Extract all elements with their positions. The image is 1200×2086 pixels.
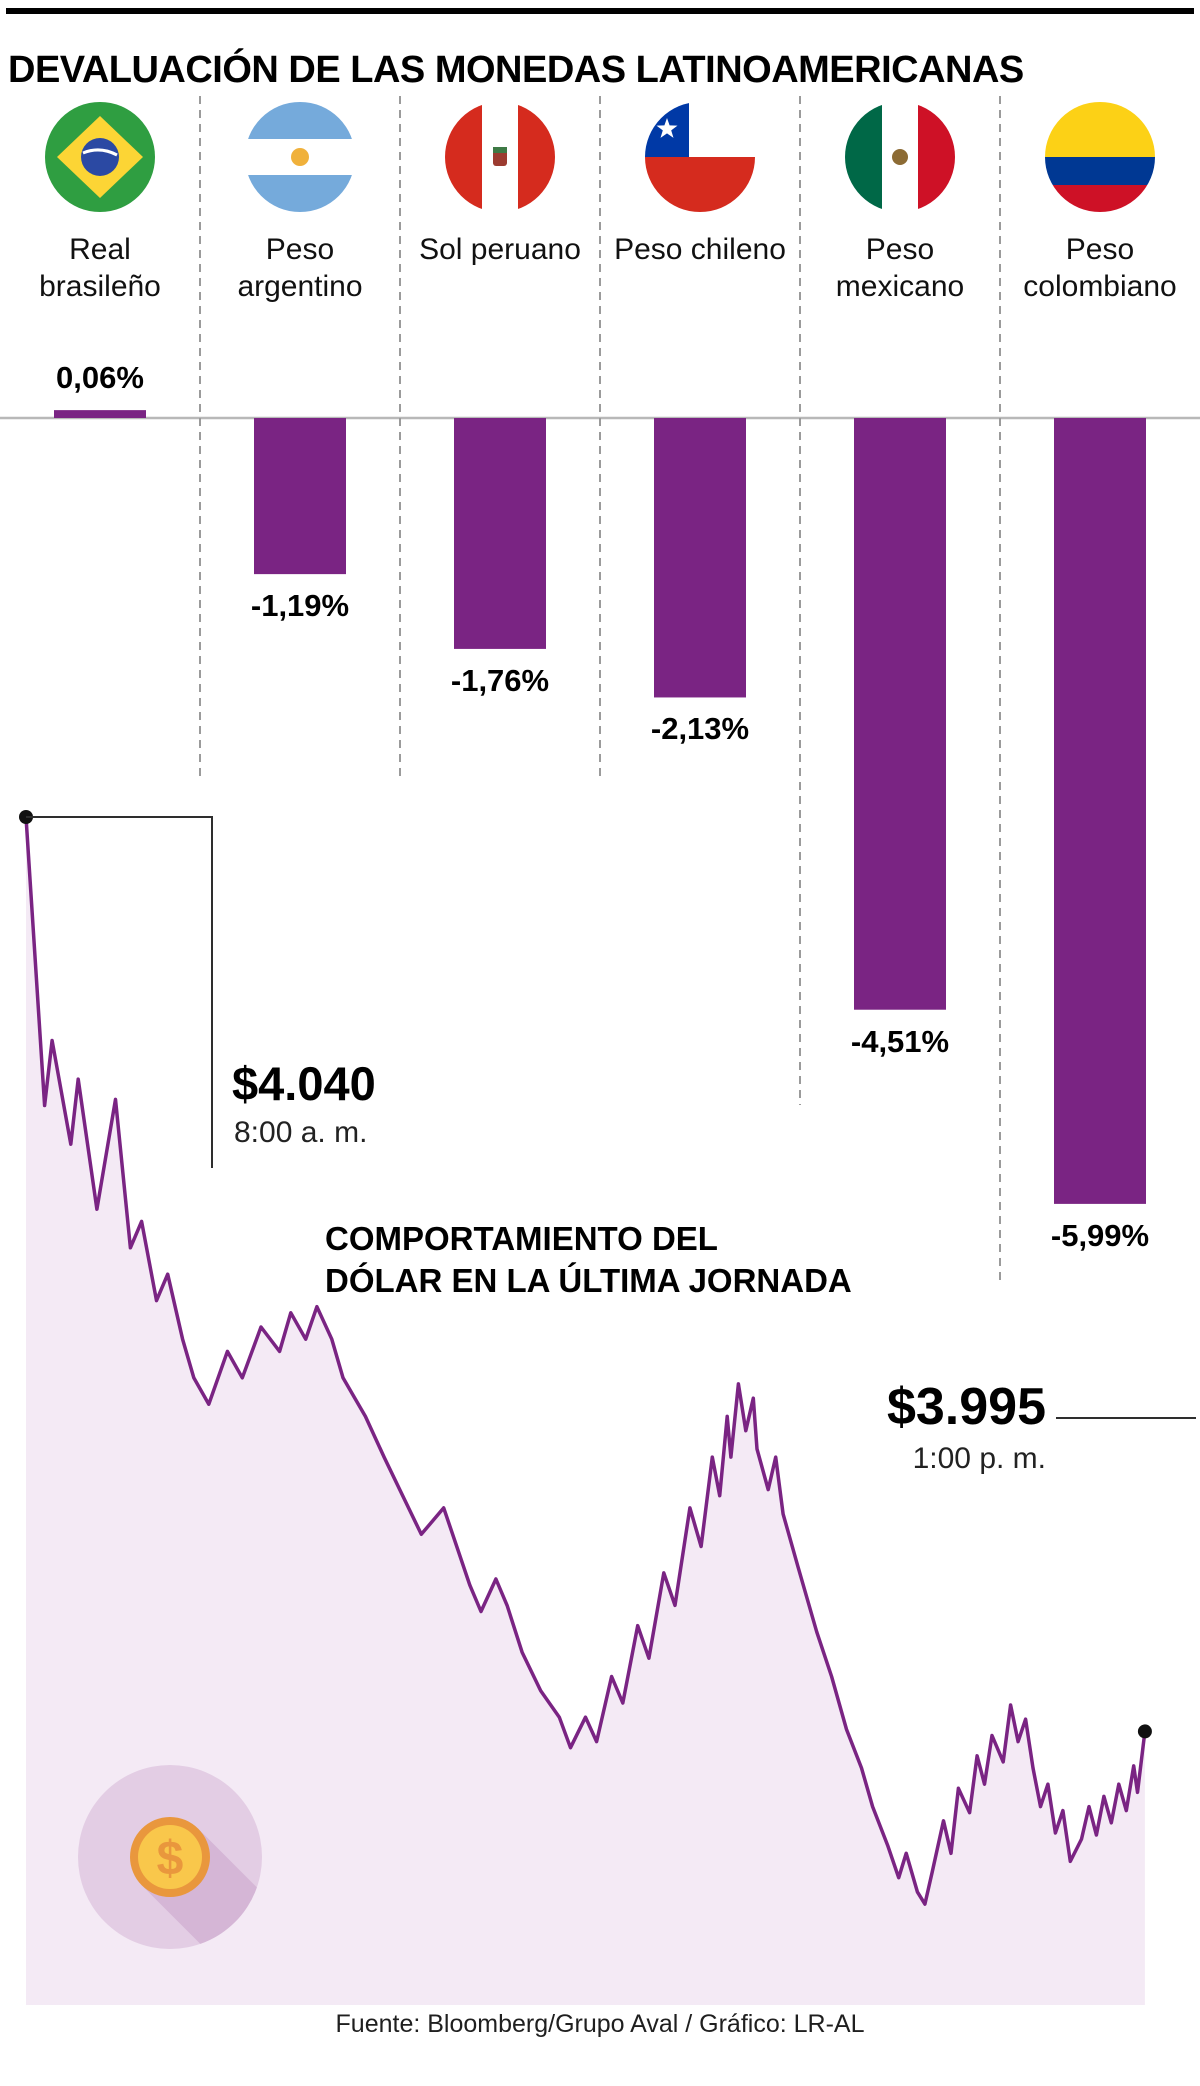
chile-flag-icon bbox=[645, 102, 755, 212]
start-time-label: 8:00 a. m. bbox=[234, 1116, 368, 1149]
currency-column-peru: Sol peruano bbox=[400, 102, 600, 268]
currency-column-brazil: Real brasileño bbox=[0, 102, 200, 305]
start-value-label: $4.040 bbox=[232, 1057, 376, 1110]
mexico-flag-icon bbox=[845, 102, 955, 212]
bar-value-label: -1,19% bbox=[250, 588, 350, 624]
bar-value-label: -1,76% bbox=[450, 662, 550, 698]
currency-column-chile: Peso chileno bbox=[600, 102, 800, 268]
series-end-dot bbox=[1137, 1724, 1152, 1739]
line-chart-title: COMPORTAMIENTO DEL DÓLAR EN LA ÚLTIMA JO… bbox=[325, 1218, 852, 1302]
devaluation-bar-chile bbox=[654, 418, 746, 698]
end-value-label: $3.995 bbox=[886, 1378, 1046, 1436]
devaluation-bar-mexico bbox=[854, 418, 946, 1010]
currency-column-mexico: Peso mexicano bbox=[800, 102, 1000, 305]
dollar-area bbox=[26, 817, 1145, 2005]
devaluation-bar-argentina bbox=[254, 418, 346, 575]
bar-value-label: -2,13% bbox=[650, 711, 750, 747]
bar-value-label: -4,51% bbox=[850, 1023, 950, 1059]
currency-column-argentina: Peso argentino bbox=[200, 102, 400, 305]
currency-column-colombia: Peso colombiano bbox=[1000, 102, 1200, 305]
coin-face bbox=[138, 1825, 202, 1889]
devaluation-bar-colombia bbox=[1054, 418, 1146, 1204]
currency-name: Real brasileño bbox=[39, 233, 161, 303]
devaluation-bar-brazil bbox=[54, 410, 146, 418]
devaluation-bar-peru bbox=[454, 418, 546, 649]
currency-name: Peso mexicano bbox=[835, 233, 965, 303]
brazil-flag-icon bbox=[45, 102, 155, 212]
peru-flag-icon bbox=[445, 102, 555, 212]
end-time-label: 1:00 p. m. bbox=[912, 1442, 1046, 1475]
coin-dollar-symbol: $ bbox=[157, 1833, 184, 1886]
page-title: DEVALUACIÓN DE LAS MONEDAS LATINOAMERICA… bbox=[8, 49, 1024, 92]
line-chart-title-line2: DÓLAR EN LA ÚLTIMA JORNADA bbox=[325, 1262, 852, 1299]
source-credit: Fuente: Bloomberg/Grupo Aval / Gráfico: … bbox=[335, 2010, 865, 2038]
currency-name: Peso chileno bbox=[614, 233, 786, 266]
line-chart-title-line1: COMPORTAMIENTO DEL bbox=[325, 1220, 718, 1257]
bar-value-label: 0,06% bbox=[56, 360, 144, 396]
currency-name: Peso colombiano bbox=[1023, 233, 1177, 303]
end-annotation: $3.995 1:00 p. m. bbox=[760, 1380, 1046, 1476]
dollar-line bbox=[24, 815, 1147, 1906]
currency-name: Sol peruano bbox=[419, 233, 581, 266]
start-callout-line bbox=[26, 816, 213, 1168]
bar-value-label: -5,99% bbox=[1050, 1217, 1150, 1253]
colombia-flag-icon bbox=[1045, 102, 1155, 212]
top-rule bbox=[6, 8, 1194, 14]
currency-name: Peso argentino bbox=[237, 233, 363, 303]
argentina-flag-icon bbox=[245, 102, 355, 212]
